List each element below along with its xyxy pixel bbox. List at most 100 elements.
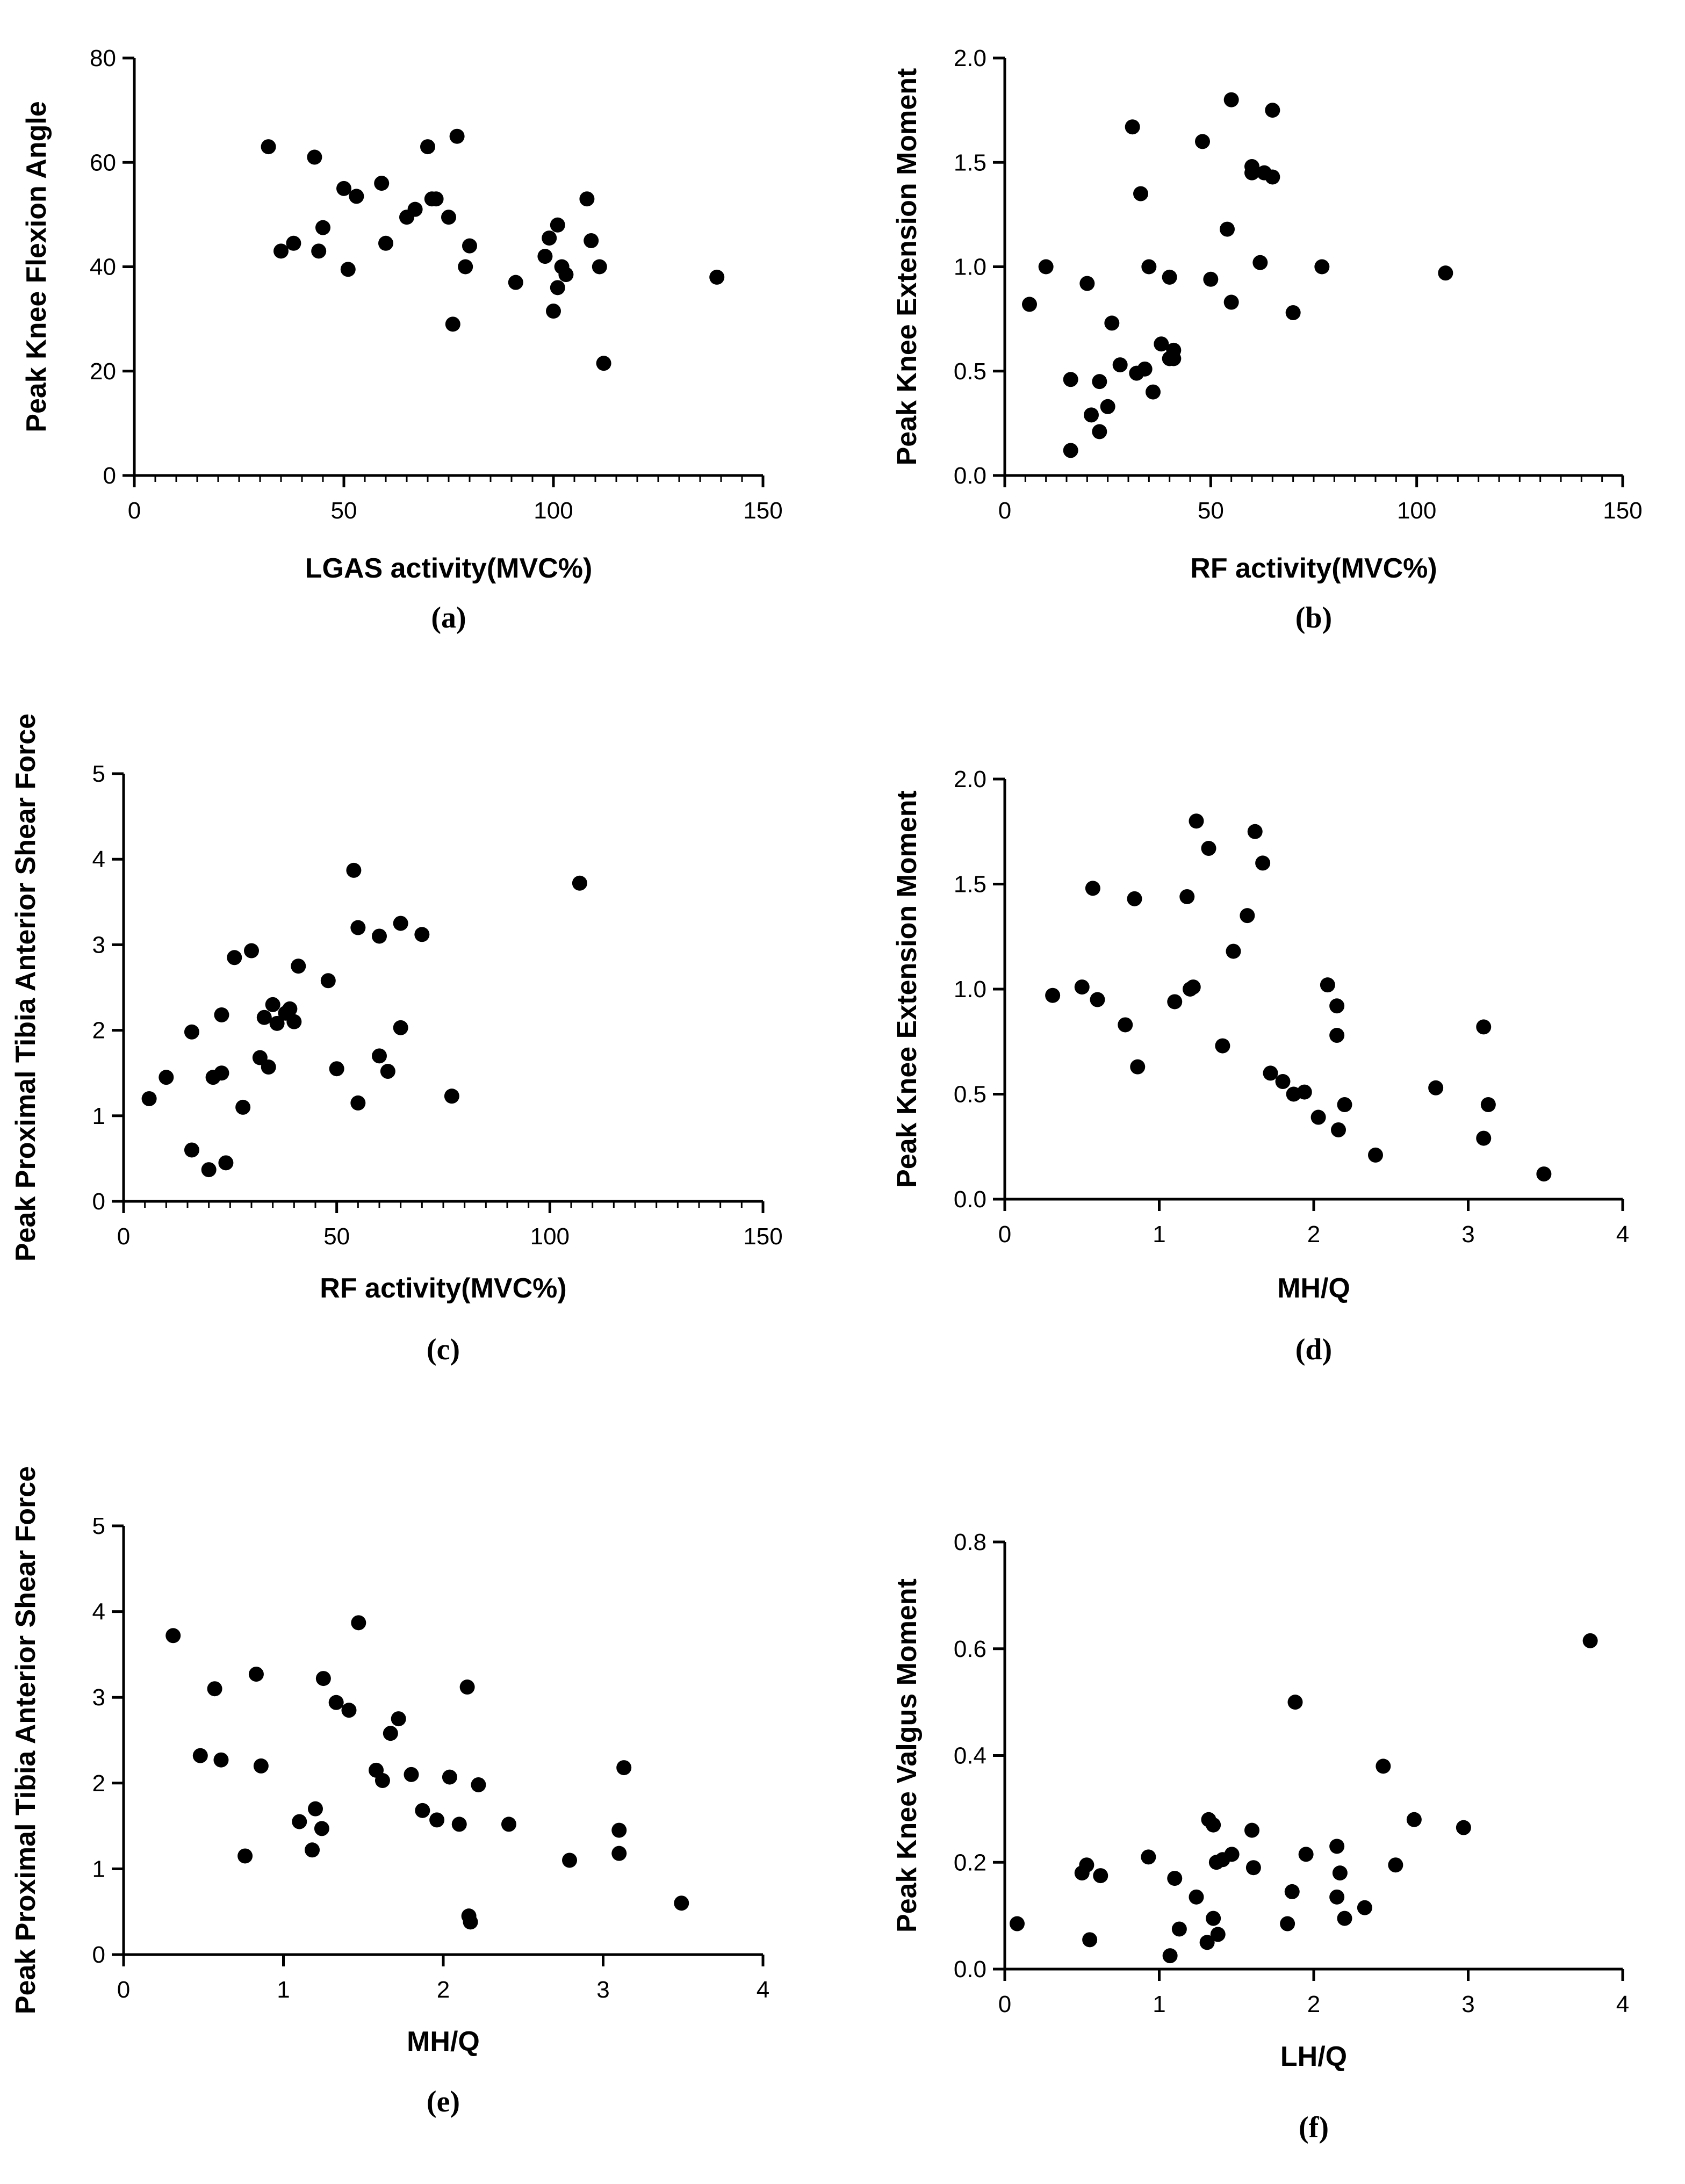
data-point-d xyxy=(1118,1017,1133,1033)
data-point-c xyxy=(372,928,387,944)
data-point-c xyxy=(320,973,336,989)
data-point-c xyxy=(218,1155,234,1171)
data-point-a xyxy=(315,220,330,235)
data-point-a xyxy=(261,139,276,155)
data-point-e xyxy=(415,1803,430,1818)
panel-d: 0 1 2 3 4 0.0 0.5 1.0 1.5 2.0 MH/Q Peak Knee Extens… xyxy=(891,766,1629,1366)
data-point-e xyxy=(383,1726,398,1741)
data-point-e xyxy=(501,1817,516,1832)
data-point-d xyxy=(1130,1059,1146,1075)
x-tick-label-d: 4 xyxy=(1616,1221,1629,1248)
panel-e: 0 1 2 3 4 0 1 2 3 4 5 MH/Q Peak Proximal Tibia Anter… xyxy=(10,1466,769,2118)
data-point-d xyxy=(1127,891,1142,906)
y-tick-label-a: 60 xyxy=(90,149,116,176)
data-point-c xyxy=(329,1061,344,1077)
y-tick-label-d: 1.5 xyxy=(954,871,986,898)
data-point-e xyxy=(616,1760,632,1776)
data-point-b xyxy=(1166,351,1182,366)
data-point-c xyxy=(414,927,430,942)
y-tick-label-b: 2.0 xyxy=(954,45,986,71)
data-point-c xyxy=(184,1142,199,1158)
data-point-a xyxy=(407,201,423,217)
y-tick-label-e: 0 xyxy=(92,1942,105,1968)
x-tick-label-d: 0 xyxy=(998,1221,1011,1248)
data-point-e xyxy=(314,1821,329,1836)
data-point-b xyxy=(1063,443,1078,458)
data-point-f xyxy=(1141,1849,1156,1865)
x-tick-label-d: 2 xyxy=(1307,1221,1320,1248)
data-point-b xyxy=(1285,305,1301,320)
data-point-d xyxy=(1368,1147,1383,1163)
panel-label-a: (a) xyxy=(431,601,466,635)
data-point-b xyxy=(1133,186,1148,201)
data-point-c xyxy=(346,862,362,878)
x-tick-label-e: 3 xyxy=(596,1977,609,2003)
y-tick-label-e: 3 xyxy=(92,1684,105,1711)
data-point-b xyxy=(1137,361,1153,377)
y-tick-label-b: 0.5 xyxy=(954,358,986,385)
y-tick-label-c: 5 xyxy=(92,761,105,787)
data-point-a xyxy=(374,176,390,191)
data-point-f xyxy=(1079,1857,1094,1873)
data-point-d xyxy=(1179,889,1195,904)
data-point-a xyxy=(307,149,322,165)
x-tick-label-e: 2 xyxy=(437,1977,450,2003)
data-point-d xyxy=(1085,881,1100,896)
data-point-a xyxy=(596,356,611,371)
data-point-f xyxy=(1167,1871,1183,1886)
data-point-e xyxy=(391,1711,406,1727)
y-tick-label-e: 4 xyxy=(92,1599,105,1625)
data-point-e xyxy=(328,1695,344,1710)
data-point-a xyxy=(584,233,599,248)
y-tick-label-f: 0.2 xyxy=(954,1849,986,1876)
data-point-b xyxy=(1252,255,1268,270)
x-tick-label-b: 0 xyxy=(998,498,1011,524)
data-point-b xyxy=(1154,336,1169,352)
x-axis-label-b: RF activity(MVC%) xyxy=(1190,553,1437,584)
data-point-c xyxy=(350,1095,366,1111)
data-point-e xyxy=(375,1773,390,1789)
data-point-d xyxy=(1263,1065,1278,1081)
data-point-c xyxy=(372,1048,387,1064)
y-tick-label-c: 0 xyxy=(92,1188,105,1215)
x-axis-label-c: RF activity(MVC%) xyxy=(320,1273,566,1304)
data-point-a xyxy=(428,191,444,207)
data-point-c xyxy=(282,1001,298,1017)
data-point-e xyxy=(451,1817,467,1832)
y-tick-label-a: 20 xyxy=(90,358,116,385)
data-point-f xyxy=(1162,1948,1178,1964)
data-point-c xyxy=(393,916,408,931)
data-point-b xyxy=(1038,259,1054,275)
data-point-f xyxy=(1337,1911,1352,1926)
data-point-c xyxy=(159,1070,174,1085)
data-point-f xyxy=(1244,1822,1259,1838)
data-point-d xyxy=(1320,977,1335,993)
data-point-d xyxy=(1189,813,1204,829)
data-point-a xyxy=(340,262,356,277)
data-point-b xyxy=(1265,169,1280,185)
data-point-d xyxy=(1310,1109,1326,1125)
y-tick-label-b: 0.0 xyxy=(954,463,986,489)
x-tick-label-b: 50 xyxy=(1198,498,1224,524)
data-point-b xyxy=(1079,276,1095,291)
data-point-b xyxy=(1022,297,1037,312)
data-point-d xyxy=(1428,1080,1444,1095)
data-point-f xyxy=(1332,1865,1348,1881)
data-point-b xyxy=(1063,372,1078,387)
x-tick-label-e: 0 xyxy=(117,1977,130,2003)
data-point-c xyxy=(184,1024,199,1040)
data-point-e xyxy=(471,1777,486,1792)
data-point-f xyxy=(1456,1820,1471,1835)
x-tick-label-c: 100 xyxy=(530,1223,570,1250)
data-point-c xyxy=(261,1059,276,1075)
data-point-f xyxy=(1189,1889,1204,1905)
data-point-d xyxy=(1201,841,1216,856)
data-point-b xyxy=(1146,384,1161,400)
data-point-f xyxy=(1406,1812,1422,1827)
data-point-f xyxy=(1329,1889,1345,1905)
data-point-a xyxy=(273,243,289,259)
data-point-a xyxy=(462,238,477,254)
x-tick-label-d: 1 xyxy=(1153,1221,1165,1248)
x-tick-label-a: 100 xyxy=(534,498,573,524)
data-point-e xyxy=(351,1615,366,1631)
